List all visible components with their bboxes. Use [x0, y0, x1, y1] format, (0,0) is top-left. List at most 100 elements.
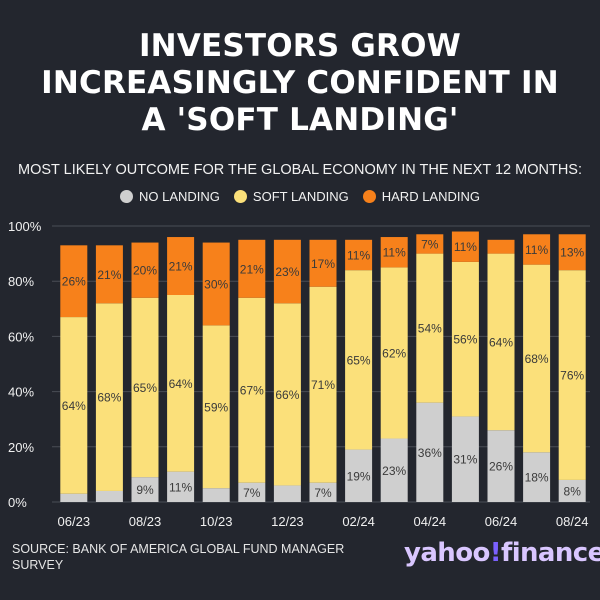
bar-segment-no-landing: [451, 416, 479, 502]
x-tick-label: 12/23: [271, 514, 304, 529]
legend-label-hard-landing: HARD LANDING: [381, 189, 480, 204]
bar-segment-soft-landing: [487, 253, 515, 431]
data-label: 21%: [169, 260, 193, 274]
yahoo-finance-logo: yahoo!finance: [404, 538, 600, 568]
logo-mark: !: [489, 538, 502, 568]
data-label: 11%: [383, 246, 406, 260]
y-tick-label: 40%: [8, 385, 34, 400]
bar-segment-no-landing: [345, 449, 373, 502]
source-line-1: SOURCE: BANK OF AMERICA GLOBAL FUND MANA…: [12, 542, 345, 556]
bar-segment-hard-landing: [416, 234, 444, 254]
bar-segment-soft-landing: [558, 270, 586, 480]
bar-segment-soft-landing: [309, 286, 337, 483]
data-label: 11%: [454, 240, 477, 254]
bar-segment-no-landing: [167, 471, 195, 502]
legend-label-soft-landing: SOFT LANDING: [252, 189, 349, 204]
x-tick-label: 04/24: [414, 514, 447, 529]
x-tick-label: 10/23: [200, 514, 233, 529]
data-label: 9%: [136, 483, 154, 497]
x-tick-label: 08/23: [129, 514, 162, 529]
bar-segment-soft-landing: [167, 295, 195, 472]
y-tick-label: 80%: [8, 274, 34, 289]
data-label: 26%: [489, 460, 513, 474]
bar-segment-no-landing: [380, 438, 408, 502]
bar-segment-hard-landing: [131, 242, 159, 298]
chart-legend: NO LANDING SOFT LANDING HARD LANDING: [0, 189, 600, 204]
data-label: 31%: [453, 453, 477, 467]
x-tick-label: 06/23: [58, 514, 91, 529]
bar-segment-no-landing: [60, 493, 88, 502]
title-line-3: A 'SOFT LANDING': [141, 102, 459, 138]
bar-segment-no-landing: [523, 452, 551, 502]
bar-segment-no-landing: [238, 482, 266, 502]
y-tick-label: 20%: [8, 440, 34, 455]
data-label: 7%: [243, 486, 261, 500]
bar-segment-soft-landing: [345, 270, 373, 450]
legend-label-no-landing: NO LANDING: [139, 189, 220, 204]
data-label: 23%: [382, 464, 406, 478]
chart-subtitle: MOST LIKELY OUTCOME FOR THE GLOBAL ECONO…: [17, 162, 582, 178]
data-label: 64%: [62, 399, 86, 413]
bar-segment-hard-landing: [95, 245, 123, 304]
bar-segment-hard-landing: [487, 239, 515, 254]
data-label: 54%: [418, 322, 442, 336]
bar-segment-soft-landing: [60, 317, 88, 494]
data-label: 26%: [62, 275, 86, 289]
data-label: 8%: [564, 484, 582, 498]
bar-segment-soft-landing: [380, 267, 408, 439]
bar-segment-hard-landing: [345, 239, 373, 271]
bar-segment-soft-landing: [451, 261, 479, 417]
data-label: 68%: [97, 391, 121, 405]
data-label: 71%: [311, 378, 335, 392]
stacked-bar-chart: 0% 20% 40% 60% 80% 100% 64% 26% 06/23 68% 21% 9% 65%…: [8, 219, 590, 529]
data-label: 67%: [240, 384, 264, 398]
legend-swatch-soft-landing: [233, 190, 247, 203]
legend-swatch-no-landing: [120, 190, 133, 203]
source-line-2: SURVEY: [12, 558, 64, 572]
x-tick-label: 02/24: [342, 514, 375, 529]
title-line-2: INCREASINGLY CONFIDENT IN: [41, 65, 559, 101]
data-label: 21%: [97, 268, 121, 282]
data-label: 62%: [382, 346, 406, 360]
bar-segment-soft-landing: [273, 303, 301, 486]
y-tick-label: 100%: [8, 219, 42, 234]
data-label: 59%: [204, 400, 228, 414]
bar-segment-hard-landing: [273, 239, 301, 304]
bar-segment-soft-landing: [95, 303, 123, 491]
chart-title: INVESTORS GROW INCREASINGLY CONFIDENT IN…: [0, 28, 600, 139]
data-label: 66%: [275, 388, 299, 402]
data-label: 11%: [347, 248, 370, 262]
data-label: 76%: [560, 369, 584, 383]
data-label: 68%: [525, 352, 549, 366]
y-tick-label: 60%: [8, 329, 34, 344]
data-label: 23%: [275, 265, 299, 279]
data-label: 64%: [489, 335, 513, 349]
data-label: 65%: [133, 381, 157, 395]
data-label: 65%: [347, 353, 371, 367]
bar-segment-soft-landing: [523, 264, 551, 453]
x-tick-label: 06/24: [485, 514, 518, 529]
bar-segment-hard-landing: [238, 239, 266, 298]
bar-segment-soft-landing: [416, 253, 444, 403]
bar-segment-hard-landing: [451, 231, 479, 262]
logo-text-yahoo: yahoo: [404, 538, 490, 568]
data-label: 11%: [525, 243, 548, 257]
data-label: 21%: [240, 262, 264, 276]
bar-segment-hard-landing: [380, 237, 408, 268]
legend-swatch-hard-landing: [362, 190, 376, 203]
logo-text-finance: finance: [501, 538, 600, 568]
legend-item-soft-landing: SOFT LANDING: [233, 189, 349, 204]
data-label: 30%: [204, 277, 228, 291]
bar-segment-no-landing: [95, 490, 123, 502]
bar-segment-no-landing: [309, 482, 337, 502]
bar-segment-soft-landing: [238, 297, 266, 483]
data-label: 18%: [525, 471, 549, 485]
data-label: 19%: [347, 469, 371, 483]
data-label: 7%: [421, 237, 439, 251]
data-label: 36%: [418, 446, 442, 460]
bar-segment-hard-landing: [309, 239, 337, 287]
bar-segment-soft-landing: [131, 297, 159, 478]
bar-segment-no-landing: [202, 488, 230, 502]
data-label: 20%: [133, 264, 157, 278]
bar-segment-hard-landing: [202, 242, 230, 326]
